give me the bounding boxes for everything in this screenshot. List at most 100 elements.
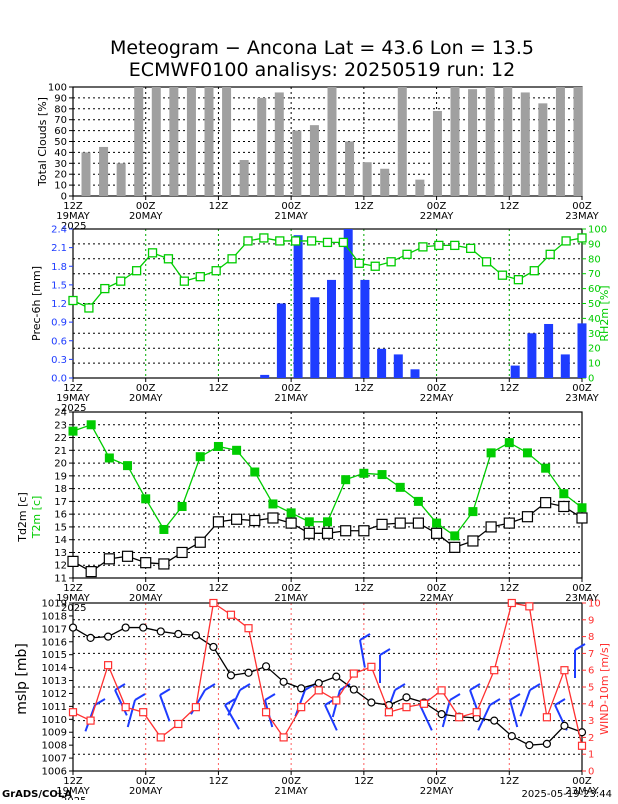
wind-point: [156, 733, 165, 742]
wind-barb-flag: [529, 683, 541, 691]
wind-point: [314, 686, 323, 695]
mslp-point: [349, 685, 358, 694]
x-tick-label: 12Z: [499, 583, 519, 594]
td2m-point: [285, 517, 297, 529]
t2m-point: [359, 468, 369, 478]
mslp-point: [297, 684, 306, 693]
td2m-point: [576, 512, 588, 524]
precip-bar: [544, 323, 554, 378]
y-tick-label: 30: [54, 159, 67, 170]
wind-point: [455, 713, 464, 722]
wind-barb: [114, 689, 128, 716]
wind-point: [191, 703, 200, 712]
cloud-bar: [362, 162, 372, 196]
td-axis-label: Td2m [c]: [16, 492, 29, 543]
wind-point: [226, 610, 236, 619]
mslp-line: [72, 626, 583, 746]
mslp-point: [261, 662, 271, 671]
t2m-point: [559, 489, 569, 499]
y-tick-label: 1019: [42, 599, 67, 610]
wind-point: [577, 741, 587, 750]
td2m-point: [358, 525, 370, 537]
td2m-point: [558, 500, 570, 513]
y-tick-label: 80: [54, 104, 67, 115]
x-tick-label: 00Z: [281, 201, 301, 212]
x-date-label: 19MAY: [56, 786, 90, 797]
y-tick-label: 0.9: [51, 318, 67, 329]
x-tick-label: 00Z: [427, 383, 447, 394]
td2m-point: [321, 527, 334, 539]
clouds-axis-label: Total Clouds [%]: [36, 97, 49, 187]
td2m-point: [540, 497, 552, 509]
x-date-label: 22MAY: [420, 393, 454, 404]
wind-point: [367, 662, 376, 671]
wind-point: [104, 661, 113, 670]
x-tick-label: 00Z: [136, 583, 156, 594]
wind-barb-flag: [449, 693, 461, 701]
x-tick-label: 12Z: [209, 776, 229, 787]
rh-point: [434, 240, 444, 251]
y-tick-label: 50: [54, 137, 67, 148]
td2m-point: [376, 518, 388, 530]
x-date-label: 23MAY: [565, 211, 599, 222]
td2m-point: [412, 517, 424, 529]
x-year-label: 2025: [61, 403, 86, 414]
td2m-point: [303, 527, 315, 539]
y-tick-label: 16: [54, 510, 67, 521]
t2m-point: [268, 499, 278, 509]
t2m-point: [432, 518, 442, 528]
wind-barb: [324, 704, 338, 731]
td2m-point: [467, 535, 479, 547]
x-tick-label: 12Z: [209, 383, 229, 394]
x-date-label: 20MAY: [129, 211, 163, 222]
precip-bar: [377, 348, 387, 378]
x-tick-label: 12Z: [354, 201, 374, 212]
y-tick-label: 10: [588, 359, 601, 370]
precip-bar: [276, 303, 286, 378]
y-tick-label: 11: [54, 574, 67, 585]
wind-barb-flag: [134, 693, 146, 701]
wind-barb-flag: [379, 648, 391, 656]
td2m-point: [394, 517, 406, 529]
wind-point: [332, 696, 341, 705]
precip-bar: [510, 365, 520, 378]
td2m-point: [85, 566, 97, 578]
y-tick-label: 10: [588, 599, 601, 610]
x-tick-label: 00Z: [572, 383, 592, 394]
wind-point: [419, 699, 429, 708]
cloud-bar: [397, 87, 407, 196]
precip-bar: [343, 229, 353, 378]
td2m-point: [176, 546, 188, 559]
y-tick-label: 1016: [42, 637, 67, 648]
wind-point: [402, 703, 411, 712]
t2m-point: [286, 508, 296, 518]
wind-barb-flag: [204, 683, 216, 691]
y-tick-label: 5: [588, 683, 594, 694]
wind-barb-flag: [359, 633, 371, 641]
td2m-point: [67, 555, 79, 568]
rh-point: [338, 237, 349, 248]
y-tick-label: 1014: [42, 663, 67, 674]
x-tick-label: 12Z: [499, 201, 519, 212]
wind-barb-flag: [239, 683, 251, 691]
wind-point: [349, 669, 358, 678]
mslp-point: [332, 672, 341, 681]
wind-barb: [419, 704, 433, 731]
rh-point: [100, 283, 110, 294]
y-tick-label: 10: [54, 181, 67, 192]
y-tick-label: 22: [54, 433, 67, 444]
rh-point: [402, 249, 412, 259]
wind-point: [244, 624, 253, 633]
cloud-bar: [538, 103, 548, 196]
y-tick-label: 80: [588, 254, 601, 265]
y-tick-label: 100: [48, 83, 67, 94]
y-tick-label: 100: [588, 225, 607, 236]
t-axis-label: T2m [c]: [30, 496, 43, 540]
y-tick-label: 15: [54, 522, 67, 533]
cloud-bar: [116, 163, 126, 196]
wind-axis-label: WIND-10m [m/s]: [598, 643, 611, 735]
td2m-point: [449, 541, 461, 553]
t2m-point: [504, 438, 514, 448]
rh-point: [497, 270, 508, 280]
x-date-label: 21MAY: [274, 593, 308, 604]
